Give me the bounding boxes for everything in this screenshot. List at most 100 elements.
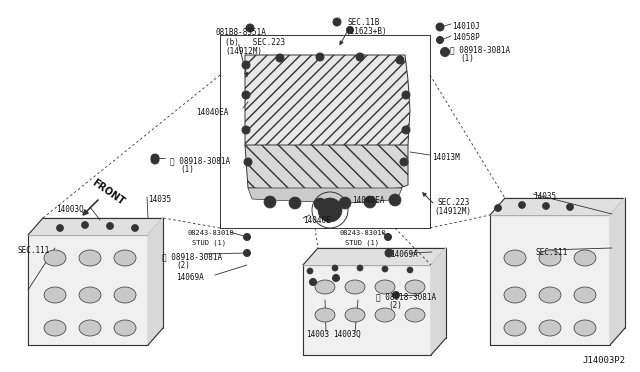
Ellipse shape xyxy=(504,287,526,303)
Ellipse shape xyxy=(114,287,136,303)
Text: STUD (1): STUD (1) xyxy=(345,239,379,246)
Text: (b)   SEC.223: (b) SEC.223 xyxy=(225,38,285,47)
Polygon shape xyxy=(248,188,402,203)
Ellipse shape xyxy=(375,308,395,322)
Polygon shape xyxy=(431,248,446,355)
Circle shape xyxy=(436,36,444,44)
Circle shape xyxy=(242,91,250,99)
Ellipse shape xyxy=(504,320,526,336)
Polygon shape xyxy=(28,218,163,235)
Ellipse shape xyxy=(44,250,66,266)
Text: 14035: 14035 xyxy=(148,195,171,204)
Polygon shape xyxy=(28,235,148,345)
Circle shape xyxy=(396,56,404,64)
Text: 14003: 14003 xyxy=(306,330,329,339)
Text: 081B8-8351A: 081B8-8351A xyxy=(215,28,266,37)
Circle shape xyxy=(246,24,254,32)
Text: Ⓝ 08918-3081A: Ⓝ 08918-3081A xyxy=(376,292,436,301)
Circle shape xyxy=(289,197,301,209)
Ellipse shape xyxy=(504,250,526,266)
Text: 14035: 14035 xyxy=(533,192,556,201)
Text: FRONT: FRONT xyxy=(90,177,126,207)
Text: J14003P2: J14003P2 xyxy=(582,356,625,365)
Polygon shape xyxy=(490,215,610,345)
Circle shape xyxy=(389,194,401,206)
Ellipse shape xyxy=(539,287,561,303)
Circle shape xyxy=(436,23,444,31)
Text: (14912M): (14912M) xyxy=(434,207,471,216)
Circle shape xyxy=(276,54,284,62)
Ellipse shape xyxy=(44,287,66,303)
Circle shape xyxy=(495,205,502,212)
Text: (14912M): (14912M) xyxy=(225,47,262,56)
Text: (2): (2) xyxy=(388,301,402,310)
Circle shape xyxy=(440,48,449,57)
Circle shape xyxy=(151,154,159,162)
Polygon shape xyxy=(490,198,625,215)
Circle shape xyxy=(382,266,388,272)
Text: 14069A: 14069A xyxy=(390,250,418,259)
Ellipse shape xyxy=(114,250,136,266)
Text: 08243-83010: 08243-83010 xyxy=(340,230,387,236)
Ellipse shape xyxy=(405,308,425,322)
Text: SEC.11B: SEC.11B xyxy=(348,18,380,27)
Ellipse shape xyxy=(79,320,101,336)
Ellipse shape xyxy=(539,320,561,336)
Circle shape xyxy=(310,279,317,285)
Text: 14040EA: 14040EA xyxy=(196,108,228,117)
Circle shape xyxy=(400,158,408,166)
Circle shape xyxy=(402,91,410,99)
Ellipse shape xyxy=(315,308,335,322)
Ellipse shape xyxy=(574,250,596,266)
Text: Ⓝ 08918-3081A: Ⓝ 08918-3081A xyxy=(450,45,510,54)
Ellipse shape xyxy=(405,280,425,294)
Text: (1): (1) xyxy=(180,165,194,174)
Polygon shape xyxy=(148,218,163,345)
Text: Ⓝ 08918-3081A: Ⓝ 08918-3081A xyxy=(162,252,222,261)
Ellipse shape xyxy=(44,320,66,336)
Polygon shape xyxy=(303,265,431,355)
Text: Ⓝ 08918-3081A: Ⓝ 08918-3081A xyxy=(170,156,230,165)
Text: STUD (1): STUD (1) xyxy=(192,239,226,246)
Polygon shape xyxy=(245,55,410,155)
Circle shape xyxy=(307,268,313,274)
Text: SEC.223: SEC.223 xyxy=(438,198,470,207)
Circle shape xyxy=(243,250,250,257)
Ellipse shape xyxy=(574,287,596,303)
Circle shape xyxy=(56,224,63,231)
Circle shape xyxy=(318,198,342,222)
Text: 14040EA: 14040EA xyxy=(352,196,385,205)
Text: 14058P: 14058P xyxy=(452,33,480,42)
Text: 14003Q: 14003Q xyxy=(56,205,84,214)
Circle shape xyxy=(543,202,550,209)
Circle shape xyxy=(357,265,363,271)
Text: 14003Q: 14003Q xyxy=(333,330,361,339)
Circle shape xyxy=(242,126,250,134)
Circle shape xyxy=(566,203,573,211)
Circle shape xyxy=(402,126,410,134)
Ellipse shape xyxy=(539,250,561,266)
Text: 14013M: 14013M xyxy=(432,153,460,162)
Ellipse shape xyxy=(375,280,395,294)
Circle shape xyxy=(407,267,413,273)
Ellipse shape xyxy=(574,320,596,336)
Circle shape xyxy=(385,234,392,241)
Circle shape xyxy=(264,196,276,208)
Text: (11623+B): (11623+B) xyxy=(345,27,387,36)
Circle shape xyxy=(244,158,252,166)
Circle shape xyxy=(385,249,393,257)
Text: 14040E: 14040E xyxy=(303,216,331,225)
Circle shape xyxy=(314,198,326,210)
Circle shape xyxy=(518,202,525,208)
Circle shape xyxy=(332,265,338,271)
Ellipse shape xyxy=(315,280,335,294)
Circle shape xyxy=(333,18,341,26)
Text: 14010J: 14010J xyxy=(452,22,480,31)
Circle shape xyxy=(151,156,159,164)
Circle shape xyxy=(316,53,324,61)
Polygon shape xyxy=(610,198,625,345)
Text: (1): (1) xyxy=(460,54,474,63)
Text: 08243-83010: 08243-83010 xyxy=(187,230,234,236)
Ellipse shape xyxy=(79,250,101,266)
Circle shape xyxy=(364,196,376,208)
